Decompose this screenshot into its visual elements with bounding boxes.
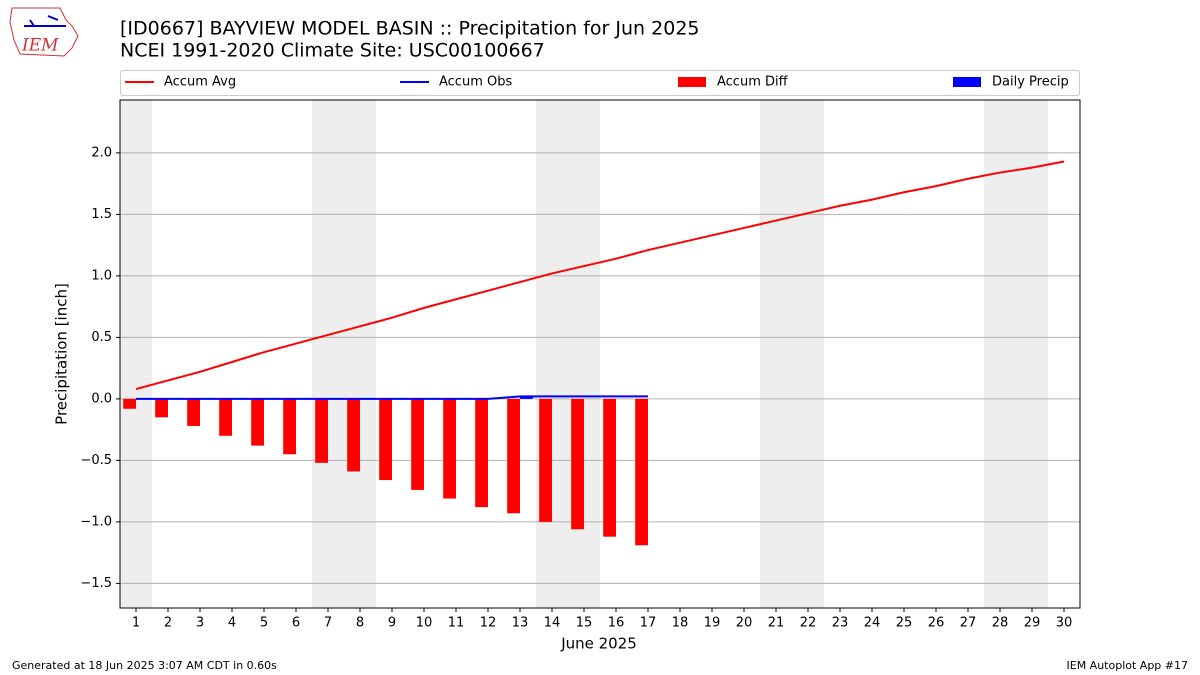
x-tick-label: 12 <box>480 616 497 631</box>
x-tick-label: 14 <box>544 616 561 631</box>
weekend-shade <box>984 100 1016 608</box>
x-tick-label: 25 <box>896 616 913 631</box>
y-axis-label: Precipitation [inch] <box>53 283 71 425</box>
weekend-shade <box>1016 100 1048 608</box>
bar <box>635 398 648 546</box>
weekend-shade <box>568 100 600 608</box>
y-tick-label: 2.0 <box>91 145 112 160</box>
weekend-shade <box>344 100 376 608</box>
x-tick-label: 4 <box>228 616 236 631</box>
weekend-shade <box>312 100 344 608</box>
bar <box>520 396 533 399</box>
logo: IEM <box>9 7 79 57</box>
x-tick-label: 19 <box>704 616 721 631</box>
weekend-shade <box>536 100 568 608</box>
legend-swatch <box>678 77 706 87</box>
footer-right: IEM Autoplot App #17 <box>1067 659 1189 672</box>
bar <box>251 398 264 446</box>
bar <box>443 398 456 499</box>
x-tick-label: 26 <box>928 616 945 631</box>
line <box>136 395 648 400</box>
legend-label: Accum Diff <box>717 75 789 90</box>
x-tick-label: 13 <box>512 616 529 631</box>
x-tick-label: 1 <box>132 616 140 631</box>
x-tick-label: 9 <box>388 616 396 631</box>
bar <box>219 398 232 436</box>
bar <box>475 398 488 508</box>
x-axis-label: June 2025 <box>560 635 637 653</box>
bar <box>315 398 328 463</box>
x-tick-label: 23 <box>832 616 849 631</box>
bar <box>283 398 296 455</box>
logo-outline <box>9 7 79 57</box>
x-tick-label: 27 <box>960 616 977 631</box>
y-tick-label: 0.0 <box>91 391 112 406</box>
x-tick-label: 6 <box>292 616 300 631</box>
bar <box>123 398 136 409</box>
bar <box>539 398 552 522</box>
bar <box>411 398 424 490</box>
x-tick-label: 5 <box>260 616 268 631</box>
plot-frame <box>119 99 1081 609</box>
y-tick-label: 1.0 <box>91 268 112 283</box>
x-tick-label: 28 <box>992 616 1009 631</box>
bar <box>571 398 584 530</box>
bar <box>155 398 168 418</box>
x-tick-label: 8 <box>356 616 364 631</box>
y-tick-label: −0.5 <box>80 453 112 468</box>
x-tick-label: 30 <box>1056 616 1073 631</box>
logo-text: IEM <box>21 36 59 56</box>
x-tick-label: 29 <box>1024 616 1041 631</box>
bar <box>187 398 200 426</box>
y-tick-label: 1.5 <box>91 207 112 222</box>
logo-icon <box>24 15 66 27</box>
legend-box <box>120 70 1080 96</box>
weekend-shade <box>120 100 152 608</box>
line <box>135 160 1065 391</box>
x-tick-label: 17 <box>640 616 657 631</box>
y-tick-label: −1.5 <box>80 576 112 591</box>
legend-label: Accum Avg <box>164 75 236 90</box>
x-tick-label: 24 <box>864 616 881 631</box>
footer-left: Generated at 18 Jun 2025 3:07 AM CDT in … <box>12 659 277 672</box>
bar <box>507 398 520 514</box>
legend-label: Daily Precip <box>992 75 1069 90</box>
x-tick-label: 2 <box>164 616 172 631</box>
x-tick-label: 7 <box>324 616 332 631</box>
weekend-shade <box>760 100 792 608</box>
bar <box>603 398 616 537</box>
x-tick-label: 16 <box>608 616 625 631</box>
x-tick-label: 18 <box>672 616 689 631</box>
legend-swatch <box>953 77 981 87</box>
legend-label: Accum Obs <box>439 75 512 90</box>
x-tick-label: 15 <box>576 616 593 631</box>
y-tick-label: 0.5 <box>91 330 112 345</box>
x-tick-label: 20 <box>736 616 753 631</box>
x-tick-label: 3 <box>196 616 204 631</box>
bar <box>379 398 392 481</box>
y-tick-label: −1.0 <box>80 514 112 529</box>
x-tick-label: 10 <box>416 616 433 631</box>
chart-title: [ID0667] BAYVIEW MODEL BASIN :: Precipit… <box>120 18 700 40</box>
chart-subtitle: NCEI 1991-2020 Climate Site: USC00100667 <box>120 40 545 62</box>
x-tick-label: 21 <box>768 616 785 631</box>
weekend-shade <box>792 100 824 608</box>
x-tick-label: 22 <box>800 616 817 631</box>
bar <box>347 398 360 472</box>
x-tick-label: 11 <box>448 616 465 631</box>
